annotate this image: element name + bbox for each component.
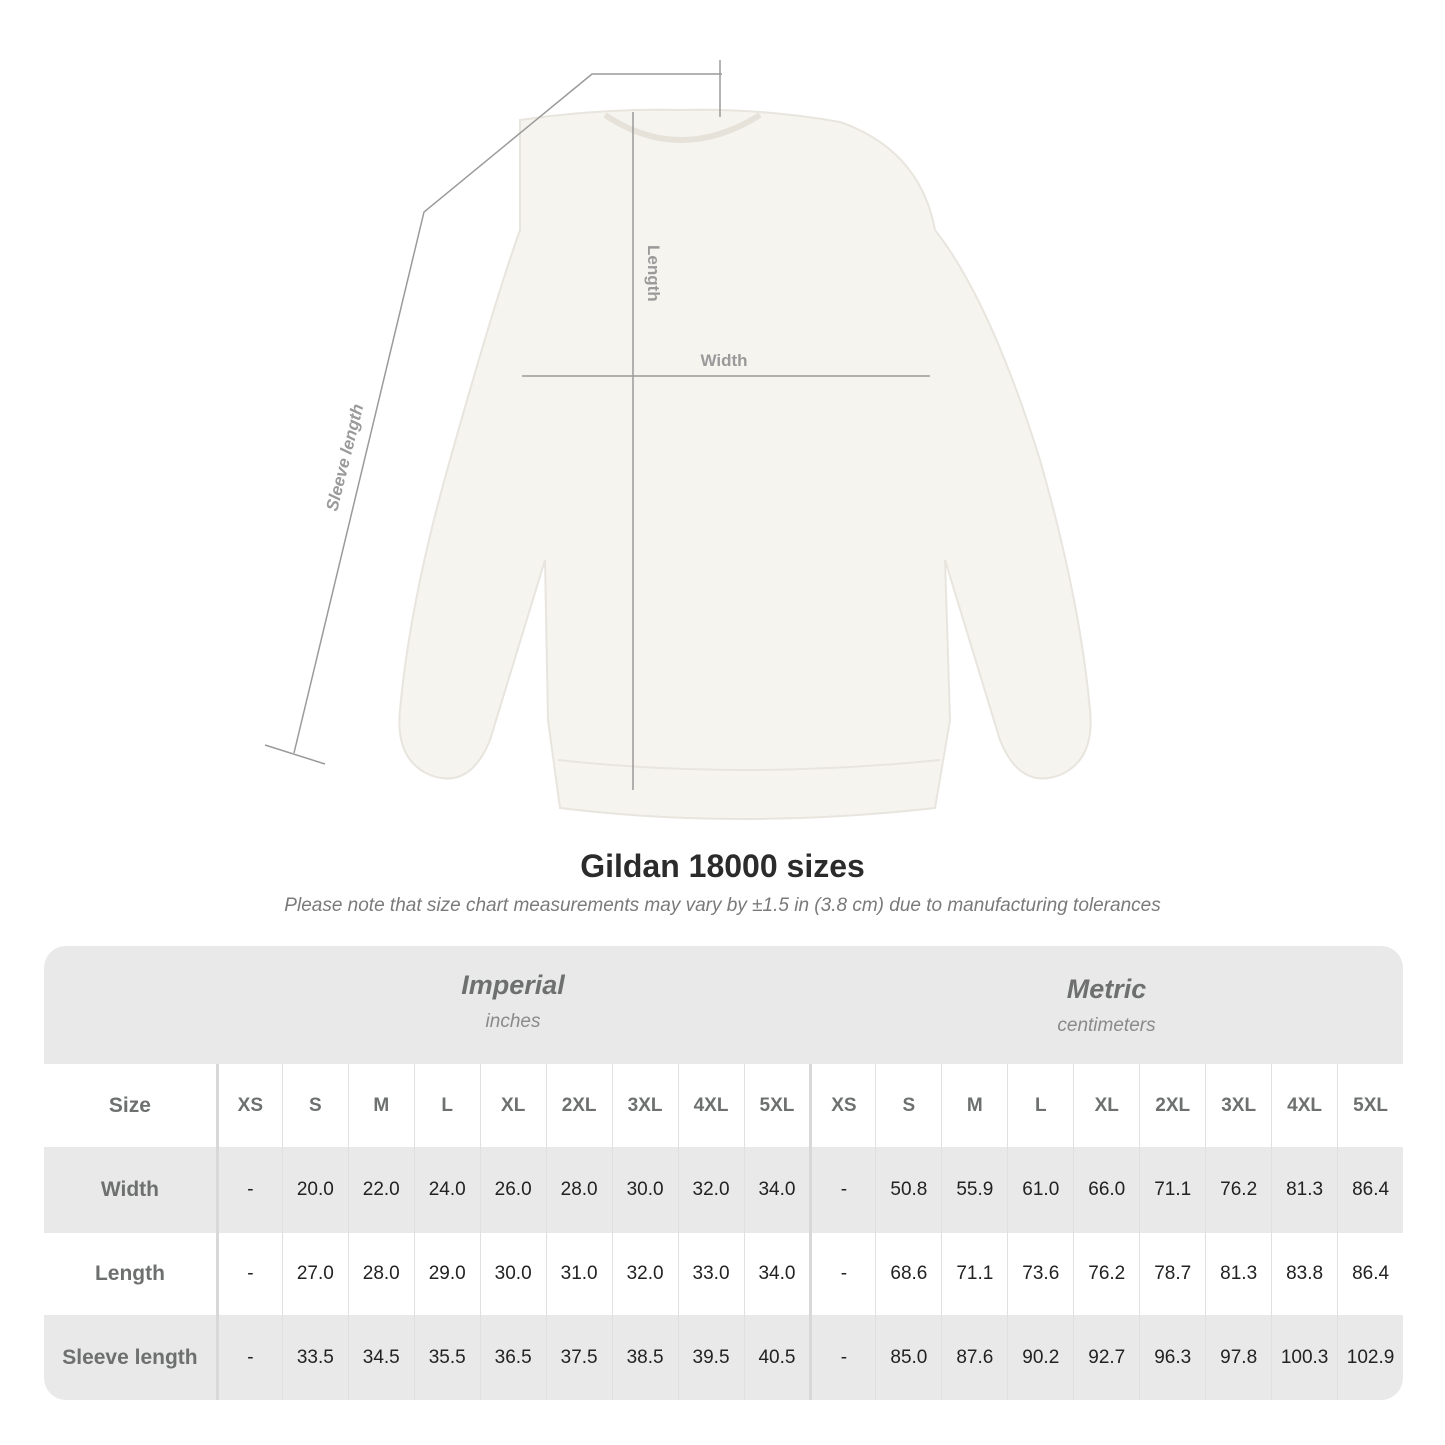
imperial-cell: 36.5 — [479, 1315, 546, 1400]
metric-cell: 76.2 — [1205, 1147, 1271, 1233]
sweatshirt-diagram: Length Width Sleeve length — [264, 60, 1092, 820]
imperial-cell: 27.0 — [281, 1233, 348, 1315]
metric-cell: - — [809, 1233, 875, 1315]
size-header-row: Size XS S M L XL 2XL 3XL 4XL 5XL XS S M L XL 2XL 3XL 4XL 5… — [44, 1064, 1403, 1147]
size-header-cell: L — [413, 1064, 480, 1147]
size-header-cell: 4XL — [1271, 1064, 1337, 1147]
imperial-cell: 37.5 — [545, 1315, 612, 1400]
metric-cell: 71.1 — [941, 1233, 1007, 1315]
metric-cell: 87.6 — [941, 1315, 1007, 1400]
metric-cell: 85.0 — [875, 1315, 941, 1400]
size-header-cell: XS — [809, 1064, 875, 1147]
metric-cell: - — [809, 1147, 875, 1233]
size-header-cell: M — [941, 1064, 1007, 1147]
metric-group: Metric centimeters — [810, 974, 1403, 1037]
table-header-band: Imperial inches Metric centimeters — [44, 946, 1403, 1064]
size-header-cell: S — [281, 1064, 348, 1147]
size-header-cell: 3XL — [1205, 1064, 1271, 1147]
table-row: Width -20.0 22.0 24.0 26.0 28.0 30.0 32.0 34.0-5… — [44, 1147, 1403, 1233]
metric-cell: 92.7 — [1073, 1315, 1139, 1400]
size-header-cell: M — [347, 1064, 414, 1147]
imperial-cell: 39.5 — [677, 1315, 744, 1400]
imperial-cell: 31.0 — [545, 1233, 612, 1315]
metric-cell: 81.3 — [1205, 1233, 1271, 1315]
size-header-cell: L — [1007, 1064, 1073, 1147]
size-header-cell: 2XL — [545, 1064, 612, 1147]
table-row: Sleeve length -33.5 34.5 35.5 36.5 37.5 38.5 39… — [44, 1315, 1403, 1400]
imperial-group: Imperial inches — [216, 970, 810, 1033]
metric-cell: 81.3 — [1271, 1147, 1337, 1233]
sleeve-measure-line — [293, 73, 722, 754]
size-header-cell: XS — [215, 1064, 282, 1147]
imperial-cell: 28.0 — [545, 1147, 612, 1233]
metric-title: Metric — [1066, 974, 1147, 1004]
size-header-cell: XL — [1073, 1064, 1139, 1147]
metric-cell: 100.3 — [1271, 1315, 1337, 1400]
imperial-cell: 35.5 — [413, 1315, 480, 1400]
size-label: Size — [108, 1093, 151, 1117]
imperial-cell: 40.5 — [743, 1315, 810, 1400]
imperial-title: Imperial — [461, 970, 565, 1000]
imperial-cell: - — [215, 1147, 282, 1233]
metric-cell: 61.0 — [1007, 1147, 1073, 1233]
metric-cell: 76.2 — [1073, 1233, 1139, 1315]
size-header-cell: 3XL — [611, 1064, 678, 1147]
imperial-cell: 30.0 — [479, 1233, 546, 1315]
metric-cell: 90.2 — [1007, 1315, 1073, 1400]
metric-cell: - — [809, 1315, 875, 1400]
size-header-cell: 5XL — [743, 1064, 810, 1147]
metric-cell: 86.4 — [1337, 1233, 1403, 1315]
row-label: Sleeve length — [62, 1345, 198, 1369]
imperial-cell: - — [215, 1233, 282, 1315]
metric-cell: 50.8 — [875, 1147, 941, 1233]
metric-cell: 78.7 — [1139, 1233, 1205, 1315]
sweatshirt-image — [398, 108, 1092, 820]
metric-cell: 71.1 — [1139, 1147, 1205, 1233]
metric-cell: 55.9 — [941, 1147, 1007, 1233]
metric-cell: 66.0 — [1073, 1147, 1139, 1233]
size-header-cell: XL — [479, 1064, 546, 1147]
chart-title: Gildan 18000 sizes — [580, 848, 865, 884]
size-header-cell: 4XL — [677, 1064, 744, 1147]
width-label: Width — [700, 351, 747, 370]
metric-cell: 97.8 — [1205, 1315, 1271, 1400]
length-label: Length — [644, 245, 663, 302]
metric-cell: 83.8 — [1271, 1233, 1337, 1315]
imperial-cell: 34.0 — [743, 1147, 810, 1233]
tolerance-note: Please note that size chart measurements… — [284, 895, 1161, 916]
row-label: Width — [100, 1178, 159, 1201]
imperial-cell: - — [215, 1315, 282, 1400]
size-table: Imperial inches Metric centimeters Size X… — [44, 946, 1403, 1400]
imperial-cell: 22.0 — [347, 1147, 414, 1233]
metric-cell: 68.6 — [875, 1233, 941, 1315]
imperial-cell: 34.5 — [347, 1315, 414, 1400]
metric-cell: 96.3 — [1139, 1315, 1205, 1400]
imperial-cell: 33.5 — [281, 1315, 348, 1400]
imperial-cell: 32.0 — [677, 1147, 744, 1233]
sleeve-length-label: Sleeve length — [322, 402, 367, 513]
size-header-cell: 5XL — [1337, 1064, 1403, 1147]
imperial-cell: 26.0 — [479, 1147, 546, 1233]
table-row: Length -27.0 28.0 29.0 30.0 31.0 32.0 33.0 34.0-… — [44, 1233, 1403, 1315]
size-header-cell: S — [875, 1064, 941, 1147]
metric-cell: 73.6 — [1007, 1233, 1073, 1315]
imperial-cell: 30.0 — [611, 1147, 678, 1233]
imperial-cell: 38.5 — [611, 1315, 678, 1400]
imperial-cell: 20.0 — [281, 1147, 348, 1233]
size-header-cell: 2XL — [1139, 1064, 1205, 1147]
metric-cell: 102.9 — [1337, 1315, 1403, 1400]
imperial-cell: 24.0 — [413, 1147, 480, 1233]
metric-unit: centimeters — [1057, 1015, 1156, 1036]
imperial-cell: 29.0 — [413, 1233, 480, 1315]
metric-cell: 86.4 — [1337, 1147, 1403, 1233]
imperial-cell: 34.0 — [743, 1233, 810, 1315]
imperial-unit: inches — [485, 1011, 541, 1032]
imperial-cell: 32.0 — [611, 1233, 678, 1315]
imperial-cell: 28.0 — [347, 1233, 414, 1315]
imperial-cell: 33.0 — [677, 1233, 744, 1315]
row-label: Length — [94, 1262, 165, 1285]
